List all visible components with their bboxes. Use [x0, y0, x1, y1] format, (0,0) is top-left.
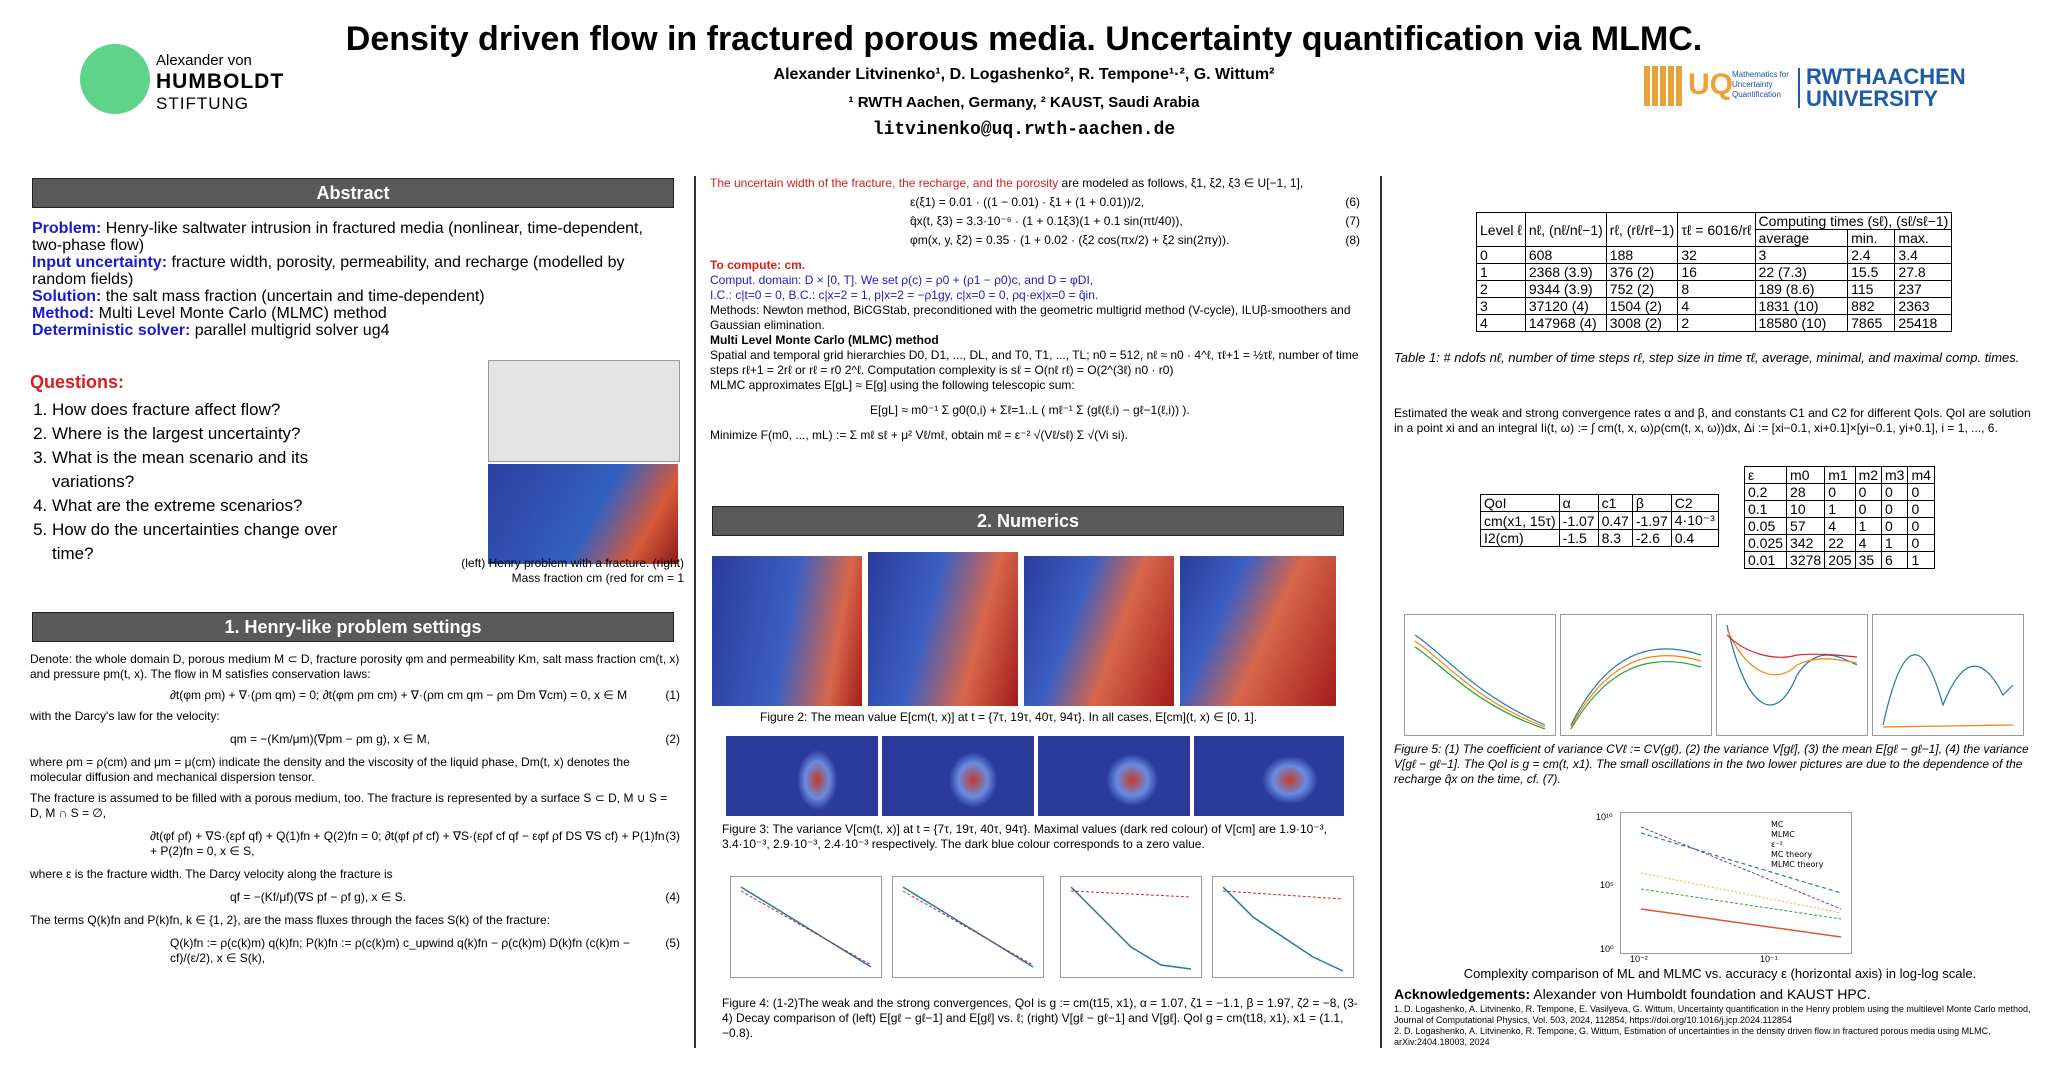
figure-1 [488, 360, 680, 564]
legend-mlmc: MLMC [1771, 830, 1795, 839]
mean-decay-plot [1060, 876, 1202, 978]
humboldt-logo: Alexander von HUMBOLDT STIFTUNG [80, 44, 300, 120]
table-row: 0.01 3278 205 35 6 1 [1743, 551, 1935, 569]
variance-time-plot [1560, 614, 1712, 736]
references: 1. D. Logashenko, A. Litvinenko, R. Temp… [1394, 1004, 2031, 1047]
figure-1-caption: (left) Henry problem with a fracture. (r… [461, 556, 684, 585]
poster-email: litvinenko@uq.rwth-aachen.de [872, 120, 1176, 140]
mean-plot-7tau [712, 556, 862, 706]
figure-5-caption: Figure 5: (1) The coefficient of varianc… [1394, 742, 2029, 786]
legend-mc-theory: MC theory [1771, 850, 1812, 859]
variance-plot-40tau [1038, 736, 1190, 816]
variance-decay-plot [1212, 876, 1354, 978]
variance-plot-19tau [882, 736, 1034, 816]
mean-plot-40tau [1024, 556, 1174, 706]
section-1-body: Denote: the whole domain D, porous mediu… [30, 652, 680, 965]
table-row: 4 147968 (4) 3008 (2) 2 18580 (10) 7865 25418 [1476, 314, 1953, 332]
question-item: What is the mean scenario and its variat… [52, 446, 360, 494]
mean-plot-94tau [1180, 556, 1336, 706]
y-tick-label: 10¹⁰ [1596, 812, 1613, 822]
legend-mlmc-theory: MLMC theory [1771, 860, 1824, 869]
complexity-plot: MC MLMC ε⁻² MC theory MLMC theory [1620, 812, 1852, 954]
table-row: 1 2368 (3.9) 376 (2) 16 22 (7.3) 15.5 27.8 [1476, 263, 1953, 281]
x-tick-label: 10⁻¹ [1760, 954, 1778, 964]
table-row: 0.025 342 22 4 1 0 [1743, 534, 1935, 552]
variance-plot-7tau [726, 736, 878, 816]
uncertainty-model: The uncertain width of the fracture, the… [710, 176, 1360, 442]
legend-mc: MC [1771, 820, 1784, 829]
table-3: ε m0 m1 m2 m3 m4 0.2 28 0 0 0 0 0.1 10 1 0 0 0 0.05 57 4 1… [1743, 466, 1935, 569]
poster-affiliations: ¹ RWTH Aachen, Germany, ² KAUST, Saudi A… [848, 94, 1200, 111]
numerics-heading: 2. Numerics [712, 506, 1344, 536]
abstract-body: Problem: Henry-like saltwater intrusion … [32, 220, 643, 339]
legend-eps: ε⁻² [1771, 840, 1783, 849]
question-item: How does fracture affect flow? [52, 398, 360, 422]
y-tick-label: 10⁵ [1600, 880, 1614, 890]
table-1-caption: Table 1: # ndofs nℓ, number of time step… [1394, 350, 2020, 365]
poster-title: Density driven flow in fractured porous … [345, 20, 1703, 58]
uq-rwth-logo: UQ Mathematics for Uncertainty Quantific… [1644, 66, 1966, 110]
uq-grid-icon [1644, 66, 1684, 106]
figure-4-caption: Figure 4: (1-2)The weak and the strong c… [722, 996, 1358, 1040]
qoi-description: Estimated the weak and strong convergenc… [1394, 406, 2031, 435]
table-2: QoI α c1 β C2 cm(x1, 15τ) -1.07 0.47 -1.97 4·10⁻… [1480, 494, 1719, 547]
mass-fraction-plot [488, 464, 678, 564]
cv-plot [1404, 614, 1556, 736]
acknowledgements: Acknowledgements: Alexander von Humboldt… [1394, 986, 1871, 1002]
table-row: 0 608 188 32 3 2.4 3.4 [1476, 246, 1953, 264]
variance-plot-94tau [1194, 736, 1344, 816]
table-row: 0.05 57 4 1 0 0 [1743, 517, 1935, 535]
mean-difference-plot [1716, 614, 1868, 736]
variance-difference-plot [1872, 614, 2024, 736]
table-row: cm(x1, 15τ) -1.07 0.47 -1.97 4·10⁻³ [1480, 511, 1719, 530]
humboldt-portrait-icon [80, 44, 150, 114]
abstract-heading: Abstract [32, 178, 674, 208]
section-1-heading: 1. Henry-like problem settings [32, 612, 674, 642]
weak-convergence-plot [730, 876, 882, 978]
table-1: Level ℓ nℓ, (nℓ/nℓ−1) rℓ, (rℓ/rℓ−1) τℓ =… [1476, 212, 1953, 332]
y-tick-label: 10⁰ [1600, 944, 1614, 954]
x-tick-label: 10⁻² [1630, 954, 1648, 964]
mean-plot-19tau [868, 552, 1018, 706]
table-row: 3 37120 (4) 1504 (2) 4 1831 (10) 882 2363 [1476, 297, 1953, 315]
table-row: 0.2 28 0 0 0 0 [1743, 483, 1935, 501]
figure-6-caption: Complexity comparison of ML and MLMC vs.… [1463, 966, 1977, 981]
question-item: How do the uncertainties change over tim… [52, 518, 360, 566]
strong-convergence-plot [892, 876, 1044, 978]
questions: Questions: How does fracture affect flow… [30, 370, 360, 566]
henry-domain-sketch [488, 360, 680, 462]
question-item: Where is the largest uncertainty? [52, 422, 360, 446]
table-row: I2(cm) -1.5 8.3 -2.6 0.4 [1480, 529, 1719, 547]
figure-2-caption: Figure 2: The mean value E[cm(t, x)] at … [760, 710, 1258, 724]
table-row: 0.1 10 1 0 0 0 [1743, 500, 1935, 518]
question-item: What are the extreme scenarios? [52, 494, 360, 518]
poster-authors: Alexander Litvinenko¹, D. Logashenko², R… [773, 66, 1275, 83]
table-row: 2 9344 (3.9) 752 (2) 8 189 (8.6) 115 237 [1476, 280, 1953, 298]
figure-3-caption: Figure 3: The variance V[cm(t, x)] at t … [722, 822, 1327, 851]
